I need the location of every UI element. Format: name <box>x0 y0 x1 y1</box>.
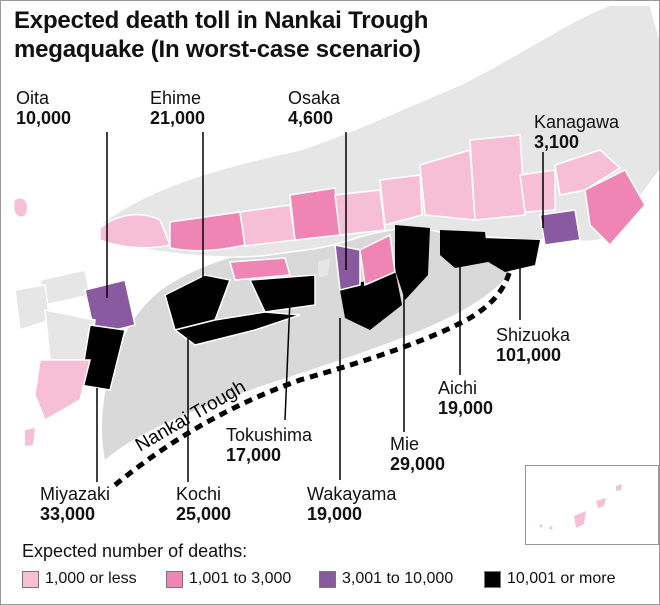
label-kanagawa: Kanagawa 3,100 <box>534 112 619 152</box>
pref-tokyo-chiba <box>584 169 646 247</box>
title-line-1: Expected death toll in Nankai Trough <box>14 7 429 34</box>
label-tokushima: Tokushima 17,000 <box>226 425 312 465</box>
legend-swatch-3001-10000 <box>319 570 336 588</box>
label-osaka-deaths: 4,600 <box>288 108 334 128</box>
pref-ehime <box>164 274 232 331</box>
trough-line <box>113 254 516 487</box>
label-miyazaki-deaths: 33,000 <box>40 504 96 524</box>
legend-item-ge-10001: 10,001 or more <box>484 568 616 590</box>
label-kanagawa-name: Kanagawa <box>534 112 620 132</box>
label-tokushima-name: Tokushima <box>226 425 313 445</box>
label-ehime: Ehime 21,000 <box>150 88 205 128</box>
label-shizuoka-name: Shizuoka <box>496 325 571 345</box>
legend-item-le-1000: 1,000 or less <box>22 568 137 590</box>
label-aichi: Aichi 19,000 <box>438 378 493 418</box>
leader-lines <box>96 132 544 482</box>
pref-nagano <box>469 134 526 221</box>
legend-item-3001-10000: 3,001 to 10,000 <box>319 568 453 590</box>
label-osaka-name: Osaka <box>288 88 341 108</box>
label-mie-name: Mie <box>390 434 420 454</box>
legend-swatch-1001-3000 <box>166 570 183 588</box>
label-oita-deaths: 10,000 <box>16 108 72 128</box>
legend-title: Expected number of deaths: <box>22 541 248 561</box>
okinawa-islands <box>539 484 622 530</box>
label-kochi-name: Kochi <box>176 484 222 504</box>
legend-swatch-le-1000 <box>22 570 39 588</box>
label-oita: Oita 10,000 <box>16 88 71 128</box>
label-tokushima-deaths: 17,000 <box>226 445 282 465</box>
pref-kagawa <box>229 257 291 281</box>
label-aichi-name: Aichi <box>438 378 478 398</box>
pref-nara <box>359 233 396 287</box>
map-title: Expected death toll in Nankai Trough meg… <box>14 6 534 64</box>
pref-osaka <box>334 244 361 291</box>
label-kanagawa-deaths: 3,100 <box>534 132 580 152</box>
title-line-2: megaquake (In worst-case scenario) <box>14 36 421 63</box>
label-wakayama: Wakayama 19,000 <box>307 484 396 524</box>
legend-label-le-1000: 1,000 or less <box>45 570 137 587</box>
island-west <box>14 198 27 217</box>
island-southwest <box>25 428 35 446</box>
label-kochi: Kochi 25,000 <box>176 484 231 524</box>
pref-kyoto <box>334 189 386 236</box>
pref-mie <box>395 225 430 300</box>
pref-saitama-ibaraki <box>554 149 622 196</box>
pref-shiga <box>379 174 423 226</box>
label-wakayama-name: Wakayama <box>307 484 397 504</box>
legend-swatch-ge-10001 <box>484 570 501 588</box>
label-shizuoka-deaths: 101,000 <box>496 345 562 365</box>
label-oita-name: Oita <box>16 88 50 108</box>
legend-label-ge-10001: 10,001 or more <box>507 570 616 587</box>
pref-shizuoka <box>480 238 540 272</box>
label-wakayama-deaths: 19,000 <box>307 504 363 524</box>
pref-tokushima <box>248 274 316 313</box>
pref-aichi <box>440 230 488 268</box>
label-kochi-deaths: 25,000 <box>176 504 232 524</box>
pref-awaji <box>318 258 330 278</box>
pref-kagoshima <box>34 359 91 422</box>
label-miyazaki-name: Miyazaki <box>40 484 111 504</box>
label-mie: Mie 29,000 <box>390 434 445 474</box>
label-osaka: Osaka 4,600 <box>288 88 340 128</box>
pref-kochi <box>173 311 301 346</box>
label-mie-deaths: 29,000 <box>390 454 446 474</box>
legend-item-1001-3000: 1,001 to 3,000 <box>166 568 291 590</box>
legend-label-1001-3000: 1,001 to 3,000 <box>189 570 292 587</box>
legend-label-3001-10000: 3,001 to 10,000 <box>342 570 454 587</box>
label-ehime-deaths: 21,000 <box>150 108 206 128</box>
label-ehime-name: Ehime <box>150 88 202 108</box>
label-miyazaki: Miyazaki 33,000 <box>40 484 110 524</box>
pref-kanagawa <box>539 209 581 246</box>
legend: 1,000 or less 1,001 to 3,000 3,001 to 10… <box>18 568 658 590</box>
label-shizuoka: Shizuoka 101,000 <box>496 325 570 365</box>
label-aichi-deaths: 19,000 <box>438 398 494 418</box>
okinawa-inset <box>525 465 659 545</box>
